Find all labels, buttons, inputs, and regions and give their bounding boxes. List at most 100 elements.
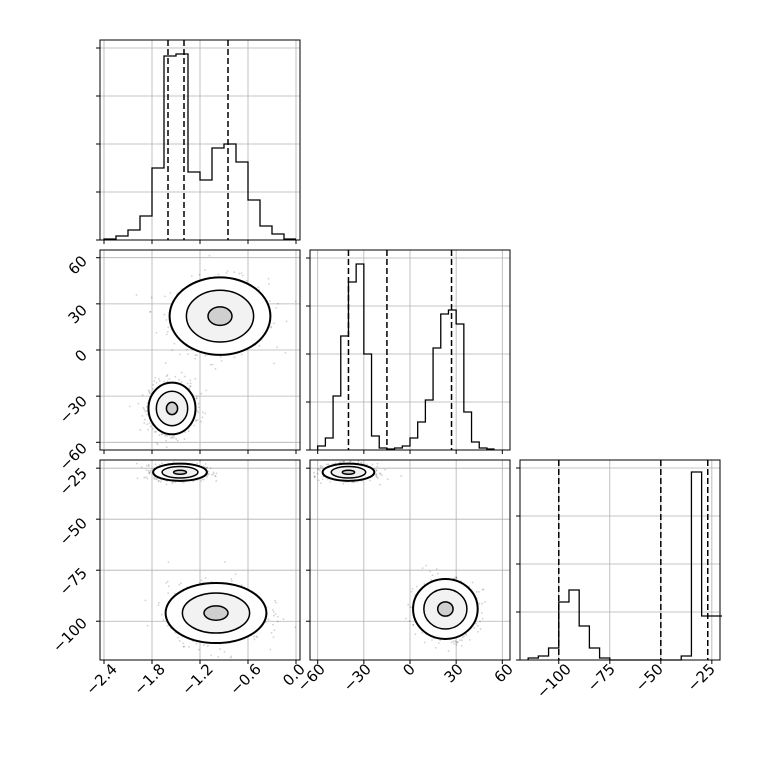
scatter-point xyxy=(183,438,186,441)
scatter-point xyxy=(481,617,484,620)
scatter-point xyxy=(195,642,198,645)
scatter-point xyxy=(468,638,471,641)
scatter-point xyxy=(158,464,161,466)
scatter-point xyxy=(477,590,480,593)
scatter-point xyxy=(203,478,205,481)
scatter-point xyxy=(269,325,272,328)
scatter-point xyxy=(225,272,228,274)
scatter-point xyxy=(400,475,403,477)
scatter-point xyxy=(321,478,324,481)
scatter-point xyxy=(240,272,243,275)
scatter-point xyxy=(276,302,279,305)
scatter-point xyxy=(326,478,329,481)
scatter-point xyxy=(147,463,150,466)
panel-frame xyxy=(99,249,301,451)
scatter-point xyxy=(482,588,485,591)
x-tick-label: −50 xyxy=(632,660,667,695)
histogram-step xyxy=(103,53,296,240)
scatter-point xyxy=(452,640,455,643)
x-tick-label: −0.6 xyxy=(226,660,264,698)
scatter-point xyxy=(145,405,148,408)
scatter-point xyxy=(410,590,413,593)
scatter-point xyxy=(313,475,316,478)
scatter-point xyxy=(148,422,151,425)
scatter-point xyxy=(276,615,279,618)
scatter-point xyxy=(342,482,345,485)
scatter-point xyxy=(165,319,168,321)
scatter-point xyxy=(272,611,275,613)
scatter-point xyxy=(155,331,158,334)
scatter-point xyxy=(481,588,484,591)
scatter-point xyxy=(196,462,198,465)
scatter-point xyxy=(275,306,278,309)
scatter-point xyxy=(447,650,450,652)
x-tick-label: −1.2 xyxy=(178,660,216,698)
scatter-point xyxy=(455,576,457,579)
scatter-point xyxy=(233,356,236,359)
scatter-point xyxy=(461,639,463,642)
scatter-point xyxy=(210,654,213,657)
panel-frame xyxy=(309,249,511,451)
scatter-point xyxy=(167,326,170,329)
scatter-point xyxy=(375,475,378,478)
scatter-points xyxy=(313,460,486,652)
scatter-point xyxy=(376,462,379,465)
scatter-point xyxy=(379,473,382,475)
scatter-point xyxy=(376,465,379,468)
scatter-point xyxy=(140,466,143,468)
panel-param1-histogram xyxy=(96,39,301,244)
scatter-point xyxy=(341,460,344,463)
scatter-point xyxy=(173,592,176,595)
scatter-point xyxy=(431,574,434,577)
scatter-point xyxy=(164,434,167,437)
scatter-points xyxy=(128,254,297,449)
y-tick-label: 0 xyxy=(71,346,90,365)
scatter-point xyxy=(384,468,387,471)
scatter-point xyxy=(342,460,345,463)
contour-inner xyxy=(207,306,233,327)
scatter-point xyxy=(204,354,207,357)
scatter-point xyxy=(148,472,150,474)
scatter-point xyxy=(421,631,423,634)
scatter-point xyxy=(456,641,459,643)
scatter-point xyxy=(217,656,220,658)
scatter-point xyxy=(160,613,163,616)
scatter-point xyxy=(319,466,322,469)
scatter-point xyxy=(256,636,259,638)
scatter-point xyxy=(153,478,156,480)
scatter-point xyxy=(219,355,222,358)
scatter-point xyxy=(326,463,328,466)
scatter-point xyxy=(149,425,152,428)
scatter-point xyxy=(409,606,412,609)
scatter-point xyxy=(460,645,463,647)
scatter-point xyxy=(178,583,181,586)
scatter-point xyxy=(272,614,275,617)
scatter-point xyxy=(196,354,198,357)
scatter-point xyxy=(145,469,148,472)
scatter-point xyxy=(154,463,157,466)
scatter-point xyxy=(274,613,277,616)
scatter-point xyxy=(416,585,418,588)
scatter-point xyxy=(146,423,148,426)
scatter-point xyxy=(158,434,161,437)
scatter-point xyxy=(201,416,204,419)
scatter-point xyxy=(484,600,486,603)
scatter-point xyxy=(195,397,198,400)
scatter-point xyxy=(412,624,415,626)
scatter-point xyxy=(164,295,166,298)
scatter-point xyxy=(182,481,185,484)
scatter-point xyxy=(473,627,476,629)
scatter-point xyxy=(436,572,439,575)
scatter-point xyxy=(207,645,209,647)
scatter-point xyxy=(361,462,363,465)
scatter-point xyxy=(208,254,211,257)
scatter-point xyxy=(450,641,453,644)
scatter-point xyxy=(407,603,410,606)
scatter-point xyxy=(163,313,166,316)
scatter-point xyxy=(146,464,148,467)
scatter-point xyxy=(459,639,462,641)
scatter-point xyxy=(343,460,346,463)
scatter-point xyxy=(215,480,218,482)
scatter-point xyxy=(223,650,226,653)
scatter-point xyxy=(255,635,258,638)
